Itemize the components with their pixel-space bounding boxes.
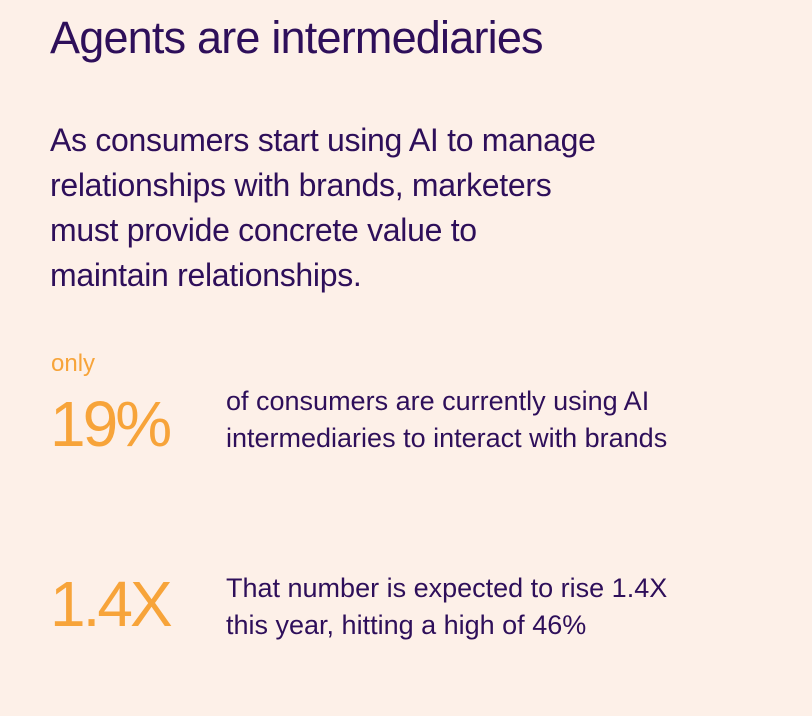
stat-qualifier: only bbox=[51, 350, 96, 377]
stat-description-line: That number is expected to rise 1.4X bbox=[226, 573, 668, 603]
stat-value-percent: 19% bbox=[50, 388, 172, 460]
stat-description-line: of consumers are currently using AI bbox=[226, 386, 650, 416]
stat-description-line: this year, hitting a high of 46% bbox=[226, 610, 587, 640]
stat-value-multiplier: 1.4X bbox=[50, 568, 173, 640]
stat-description-line: intermediaries to interact with brands bbox=[226, 423, 668, 453]
stat-description: of consumers are currently using AI inte… bbox=[226, 383, 667, 457]
intro-paragraph: As consumers start using AI to manage re… bbox=[50, 118, 750, 298]
intro-line: As consumers start using AI to manage bbox=[50, 122, 596, 158]
intro-line: maintain relationships. bbox=[50, 257, 362, 293]
stat-description: That number is expected to rise 1.4X thi… bbox=[226, 570, 667, 644]
page-title: Agents are intermediaries bbox=[50, 12, 544, 63]
intro-line: must provide concrete value to bbox=[50, 212, 477, 248]
intro-line: relationships with brands, marketers bbox=[50, 167, 552, 203]
